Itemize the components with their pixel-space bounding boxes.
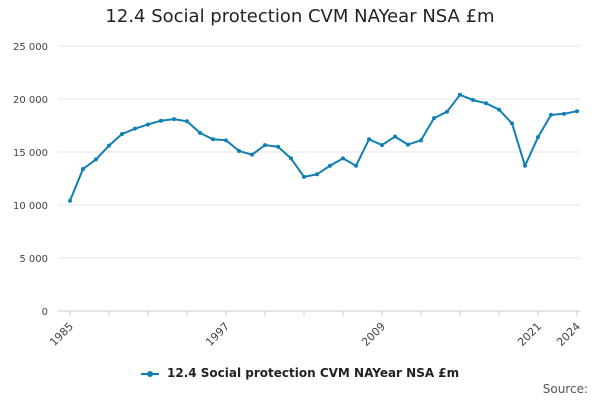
data-point[interactable]	[549, 112, 553, 117]
data-point[interactable]	[81, 166, 85, 171]
data-point[interactable]	[133, 126, 137, 131]
x-tick-label: 1997	[203, 320, 232, 349]
y-tick-label: 20 000	[13, 95, 48, 106]
x-tick-label: 2009	[359, 320, 388, 349]
y-tick-label: 25 000	[13, 42, 48, 53]
data-point[interactable]	[172, 117, 176, 122]
data-point[interactable]	[380, 143, 384, 148]
data-point[interactable]	[484, 101, 488, 106]
series-group	[68, 92, 579, 203]
source-label: Source:	[542, 382, 588, 396]
data-point[interactable]	[536, 135, 540, 140]
chart-title: 12.4 Social protection CVM NAYear NSA £m	[105, 6, 495, 27]
data-point[interactable]	[315, 172, 319, 177]
data-point[interactable]	[406, 142, 410, 147]
y-tick-label: 15 000	[13, 148, 48, 159]
y-tick-label: 5 000	[19, 254, 48, 265]
legend-label: 12.4 Social protection CVM NAYear NSA £m	[167, 366, 460, 380]
data-point[interactable]	[419, 138, 423, 143]
data-point[interactable]	[185, 119, 189, 124]
data-point[interactable]	[497, 107, 501, 112]
x-tick-label: 2024	[554, 320, 583, 349]
data-point[interactable]	[432, 116, 436, 121]
data-point[interactable]	[289, 156, 293, 161]
data-point[interactable]	[237, 148, 241, 153]
data-point[interactable]	[250, 152, 254, 157]
gridlines	[58, 45, 580, 259]
legend-line-marker-icon	[140, 370, 159, 377]
y-axis-ticks: 0 5 000 10 000 15 000 20 000 25 000	[13, 42, 48, 318]
data-point[interactable]	[224, 138, 228, 143]
data-point[interactable]	[445, 109, 449, 114]
data-point[interactable]	[367, 137, 371, 142]
data-point[interactable]	[302, 174, 306, 179]
data-point[interactable]	[198, 130, 202, 135]
data-point[interactable]	[68, 198, 72, 203]
data-point[interactable]	[120, 131, 124, 136]
y-tick-label: 10 000	[13, 201, 48, 212]
x-tick-label: 2021	[515, 320, 544, 349]
data-point[interactable]	[159, 118, 163, 123]
data-point[interactable]	[94, 157, 98, 162]
data-point[interactable]	[510, 121, 514, 126]
data-point[interactable]	[393, 134, 397, 139]
data-point[interactable]	[328, 163, 332, 168]
x-axis: 1985 1997 2009 2021 2024	[47, 310, 583, 349]
legend[interactable]: 12.4 Social protection CVM NAYear NSA £m	[0, 366, 600, 380]
x-tick-label: 1985	[47, 320, 76, 349]
data-point[interactable]	[523, 163, 527, 168]
data-point[interactable]	[263, 143, 267, 148]
data-point[interactable]	[146, 122, 150, 127]
data-point[interactable]	[211, 137, 215, 142]
data-point[interactable]	[458, 92, 462, 97]
data-point[interactable]	[354, 163, 358, 168]
series-line	[69, 93, 578, 202]
y-tick-label: 0	[42, 307, 48, 318]
data-point[interactable]	[107, 143, 111, 148]
data-point[interactable]	[575, 109, 579, 114]
data-point[interactable]	[471, 98, 475, 103]
data-point[interactable]	[562, 111, 566, 116]
data-point[interactable]	[276, 144, 280, 149]
data-point[interactable]	[341, 156, 345, 161]
